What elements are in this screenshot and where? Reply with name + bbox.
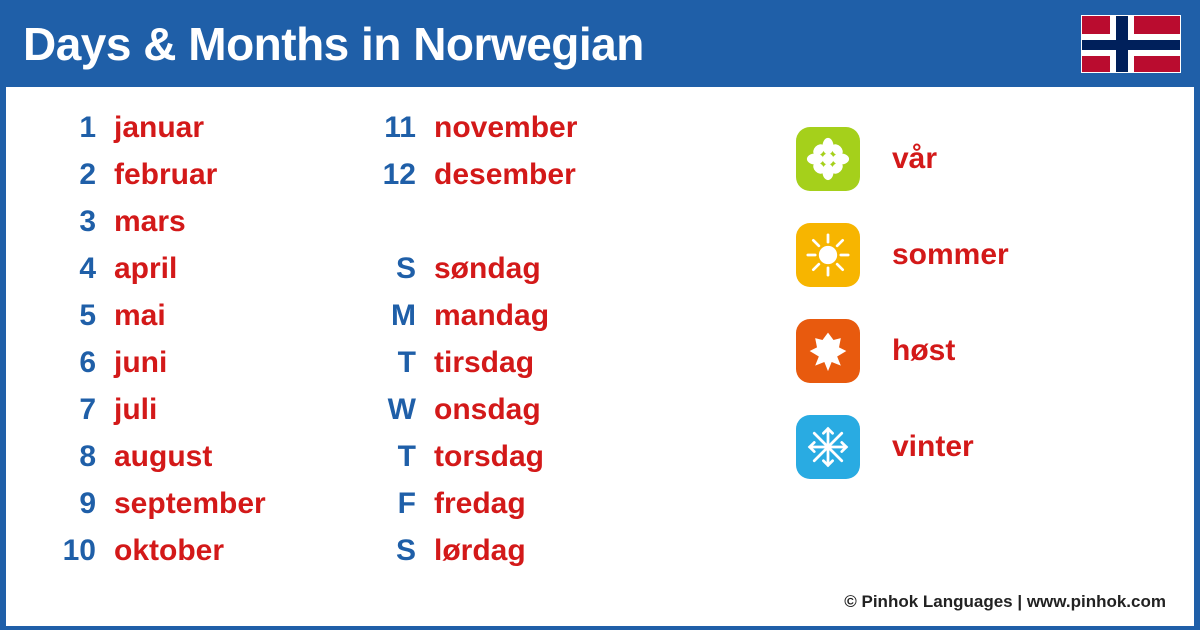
item-key: 9 [46,487,96,521]
item-key: W [366,393,416,427]
item-key: 3 [46,205,96,239]
month-row: 4 april [46,252,366,299]
item-value: torsdag [434,440,544,474]
month-row: 3 mars [46,205,366,252]
month-row: 2 februar [46,158,366,205]
day-row: Ttirsdag [366,346,706,393]
season-row: vinter [796,399,1154,495]
item-value: onsdag [434,393,541,427]
norway-flag-icon [1081,15,1181,73]
month-row: 5 mai [46,299,366,346]
item-value: oktober [114,534,224,568]
sun-icon [796,223,860,287]
day-row: Slørdag [366,534,706,581]
item-key: 8 [46,440,96,474]
content-panel: 1 januar 2 februar 3 mars 4 april 5 mai 6 juni 7 juli… [6,87,1194,626]
item-key: T [366,346,416,380]
season-label: vinter [892,430,974,464]
flower-icon [796,127,860,191]
season-label: høst [892,334,955,368]
item-value: fredag [434,487,526,521]
item-value: januar [114,111,204,145]
page-title: Days & Months in Norwegian [23,17,644,71]
day-row: Ssøndag [366,252,706,299]
day-row: Ttorsdag [366,440,706,487]
season-label: sommer [892,238,1009,272]
day-row: Mmandag [366,299,706,346]
item-value: lørdag [434,534,526,568]
item-value: tirsdag [434,346,534,380]
leaf-icon [796,319,860,383]
item-key: 6 [46,346,96,380]
item-key: S [366,252,416,286]
item-value: august [114,440,212,474]
item-key: 1 [46,111,96,145]
item-value: juni [114,346,167,380]
header-bar: Days & Months in Norwegian [3,3,1197,87]
item-key: 10 [46,534,96,568]
month-row: 11 november [366,111,706,158]
seasons-column: vår sommer høst vinter [706,111,1154,626]
snowflake-icon [796,415,860,479]
day-row: Wonsdag [366,393,706,440]
month-row: 1 januar [46,111,366,158]
item-key: 5 [46,299,96,333]
item-key: 12 [366,158,416,192]
item-value: mai [114,299,166,333]
month-row: 8 august [46,440,366,487]
footer-credit: © Pinhok Languages | www.pinhok.com [844,592,1166,612]
item-value: desember [434,158,576,192]
item-value: september [114,487,266,521]
item-value: november [434,111,577,145]
item-value: mars [114,205,186,239]
item-key: 7 [46,393,96,427]
season-row: høst [796,303,1154,399]
item-key: 2 [46,158,96,192]
item-key: 4 [46,252,96,286]
item-value: mandag [434,299,549,333]
months-column-1: 1 januar 2 februar 3 mars 4 april 5 mai 6 juni 7 juli… [46,111,366,626]
month-row: 9 september [46,487,366,534]
item-key: S [366,534,416,568]
month-row: 6 juni [46,346,366,393]
item-key: 11 [366,111,416,145]
season-label: vår [892,142,937,176]
item-value: søndag [434,252,541,286]
item-value: juli [114,393,157,427]
season-row: sommer [796,207,1154,303]
month-row: 10 oktober [46,534,366,581]
item-key: M [366,299,416,333]
months-days-column-2: 11november12desemberSsøndagMmandagTtirsd… [366,111,706,626]
item-key: F [366,487,416,521]
item-value: februar [114,158,217,192]
day-row: Ffredag [366,487,706,534]
item-value: april [114,252,177,286]
month-row: 12 desember [366,158,706,205]
month-row: 7 juli [46,393,366,440]
season-row: vår [796,111,1154,207]
item-key: T [366,440,416,474]
